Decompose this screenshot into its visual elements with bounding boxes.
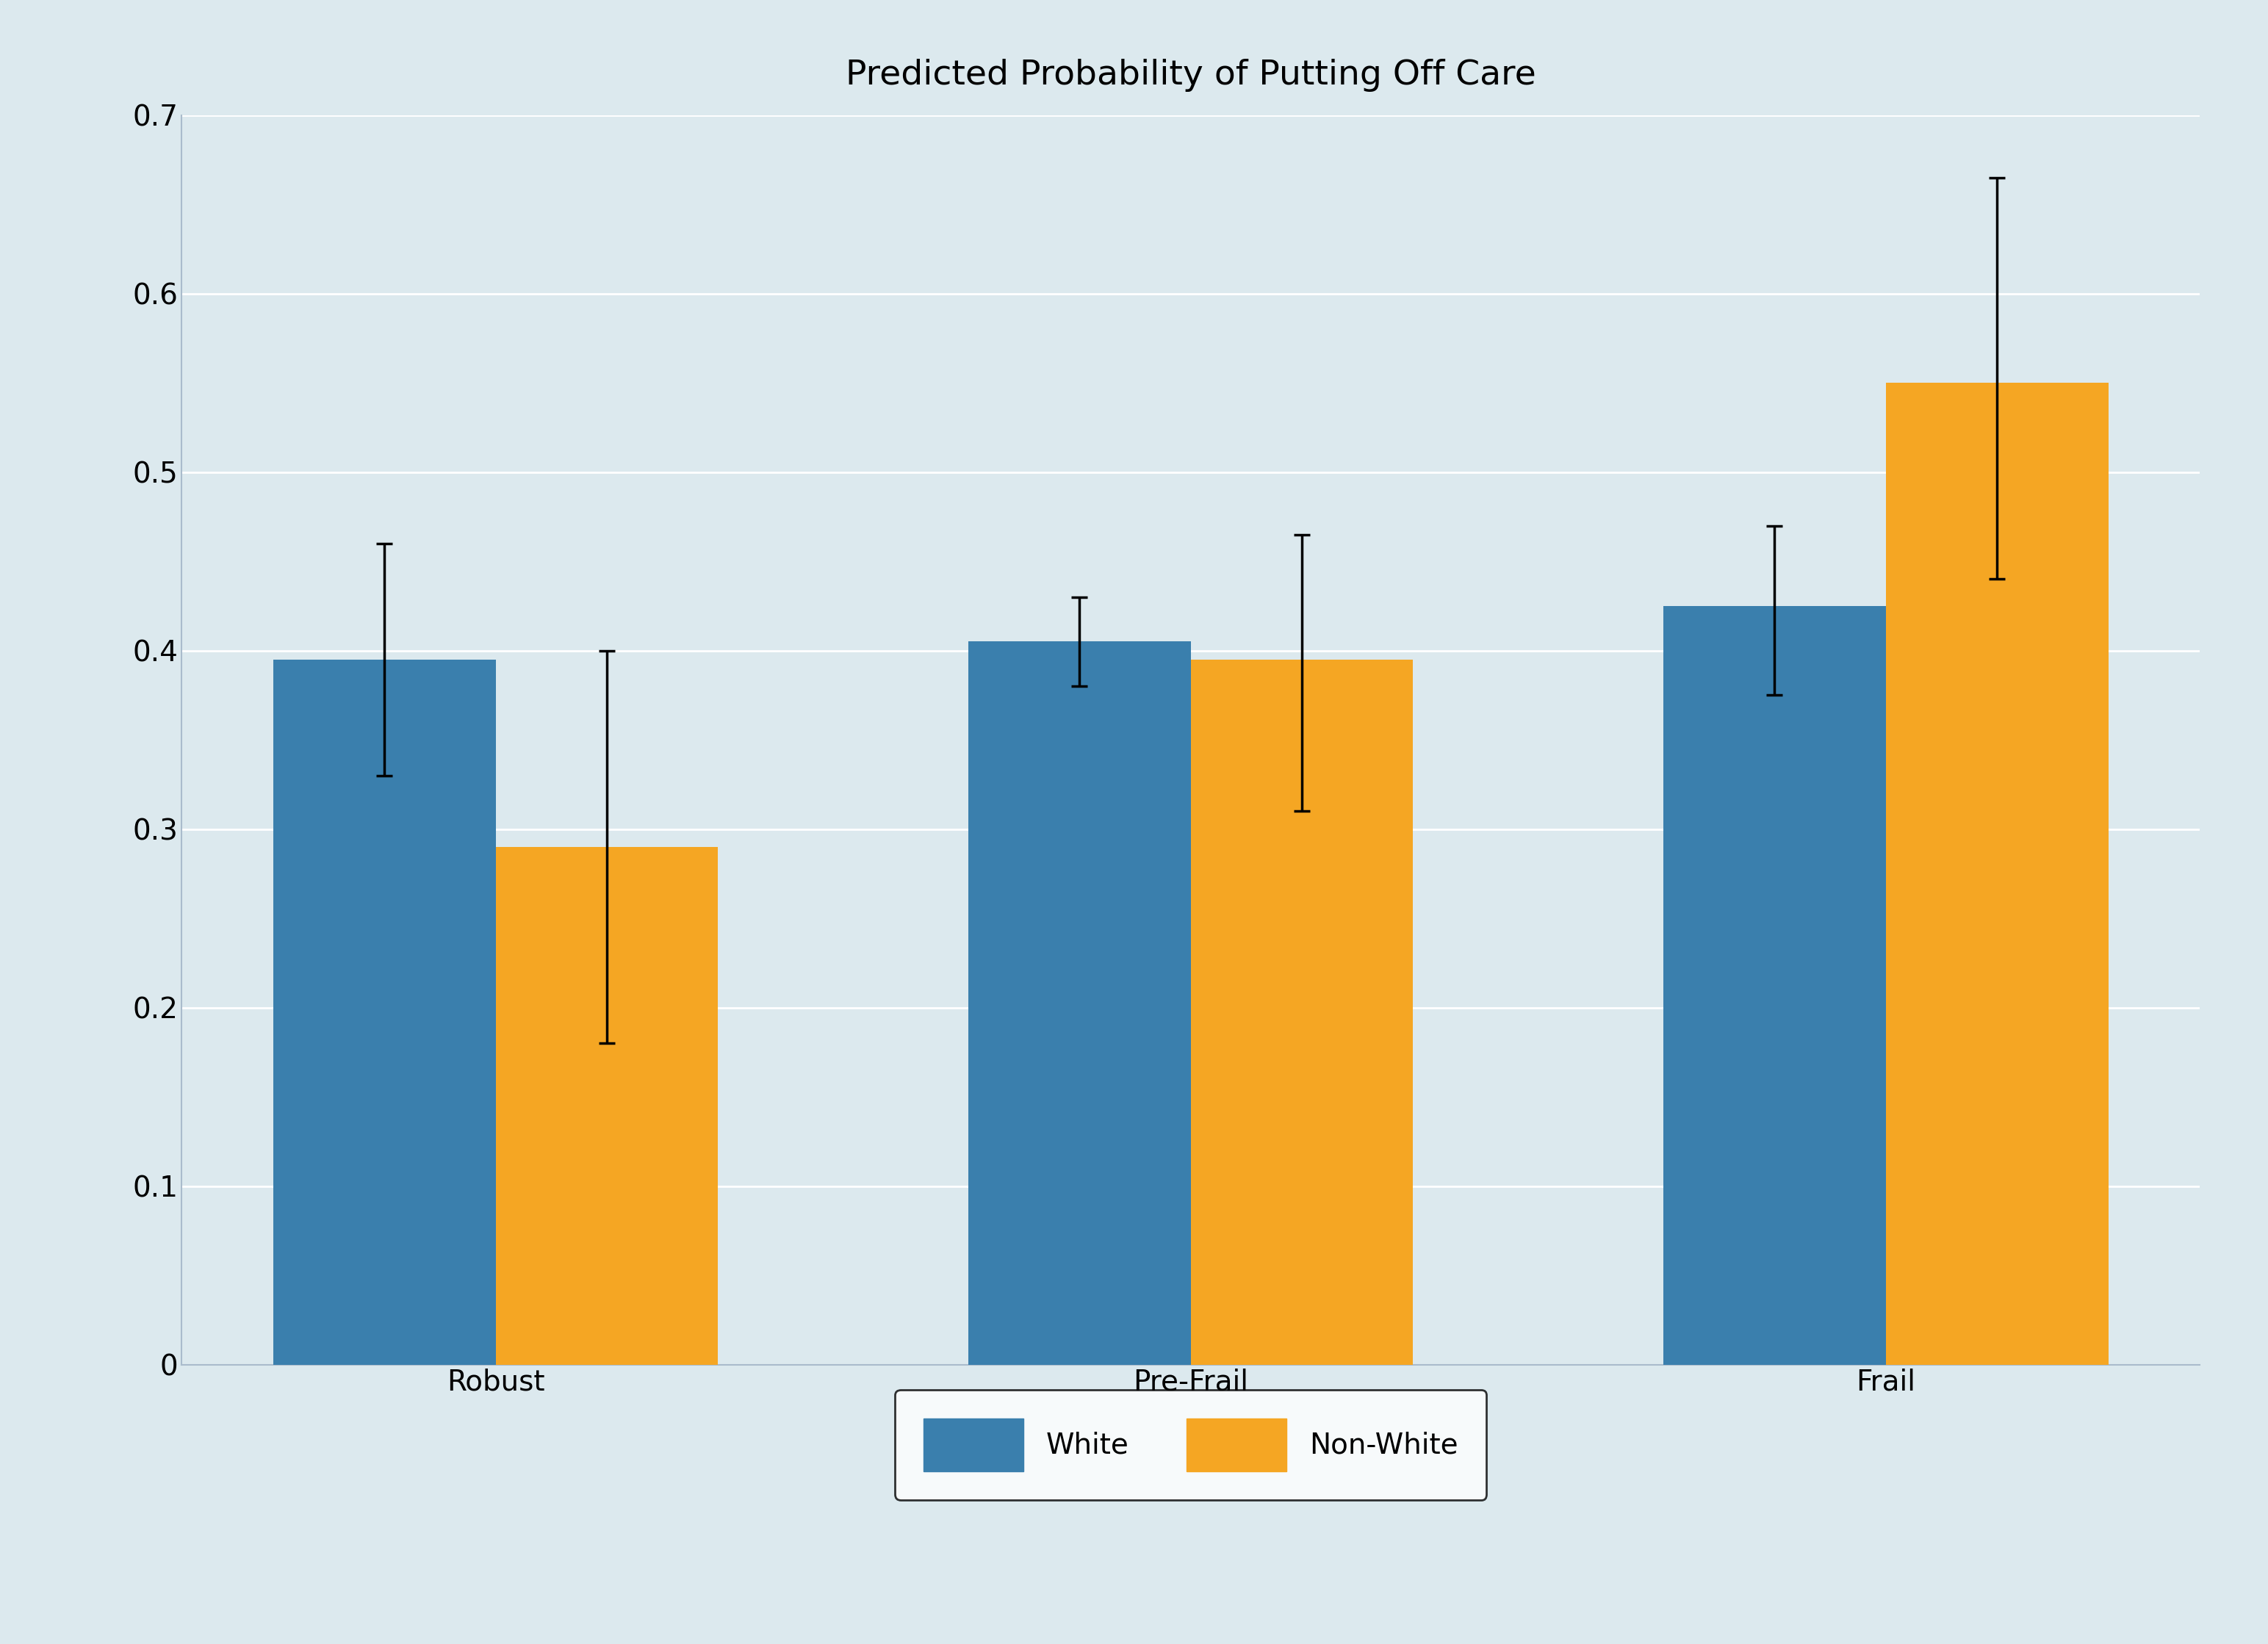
Bar [497,847,719,1365]
Bar [1885,383,2109,1365]
Bar [272,659,497,1365]
Legend: White, Non-White: White, Non-White [896,1389,1486,1501]
Title: Predicted Probability of Putting Off Care: Predicted Probability of Putting Off Car… [846,59,1535,92]
Bar [1191,659,1413,1365]
Bar [1662,607,1885,1365]
Bar [968,641,1191,1365]
